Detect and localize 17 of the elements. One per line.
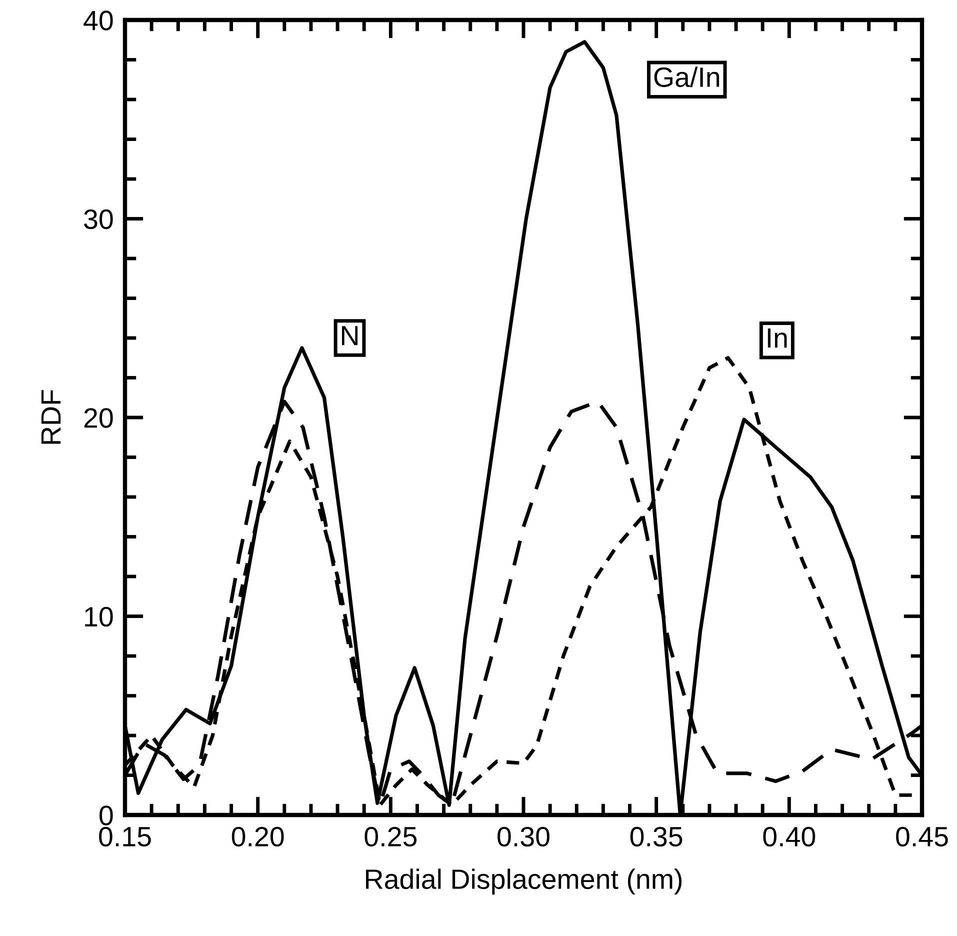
y-tick-label: 0 (100, 806, 113, 826)
annotation: N (342, 326, 358, 346)
y-tick-label: 30 (84, 209, 113, 230)
x-tick-label: 0.40 (763, 826, 816, 847)
y-tick-label: 40 (84, 10, 113, 30)
x-axis-title: Radial Displacement (nm) (366, 868, 682, 895)
y-tick-label: 20 (84, 408, 113, 428)
x-tick-label: 0.45 (896, 826, 948, 847)
x-tick-label: 0.30 (498, 826, 550, 847)
x-tick-label: 0.35 (630, 826, 682, 847)
x-tick-label: 0.15 (99, 826, 151, 847)
y-axis-title: RDF (41, 390, 61, 444)
y-tick-label: 10 (85, 606, 113, 627)
x-tick-label: 0.20 (232, 826, 284, 847)
x-tick-label: 0.25 (364, 826, 417, 847)
annotation: In (768, 328, 787, 348)
annotation: Ga/In (654, 66, 720, 88)
